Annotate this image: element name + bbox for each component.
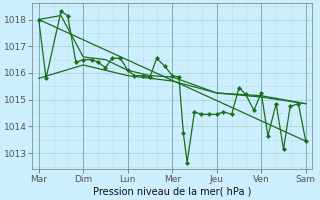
X-axis label: Pression niveau de la mer( hPa ): Pression niveau de la mer( hPa ) — [93, 187, 252, 197]
